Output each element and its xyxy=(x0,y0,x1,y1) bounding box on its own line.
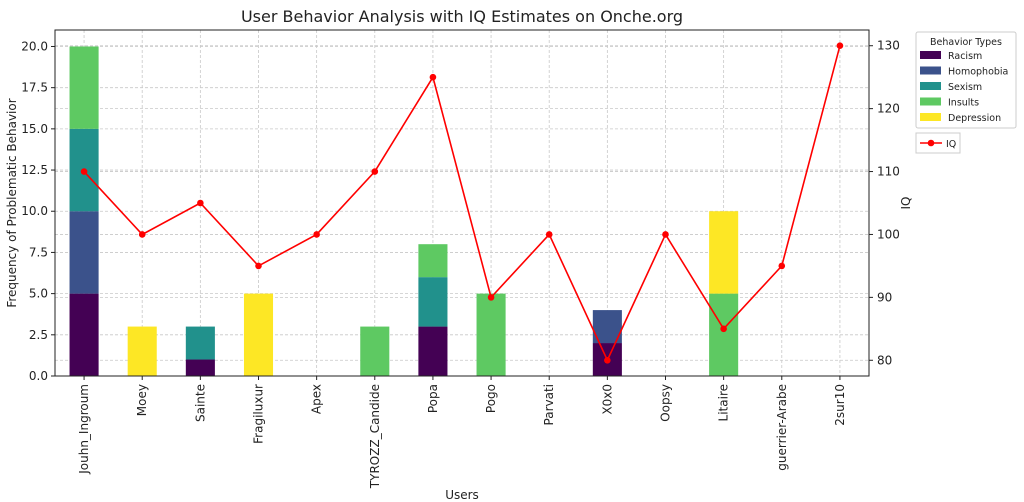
legend-swatch-homophobia xyxy=(920,66,941,75)
iq-point xyxy=(255,262,262,270)
iq-point xyxy=(138,231,146,238)
legend-swatch-racism xyxy=(920,51,941,59)
y-tick-label: 2.5 xyxy=(29,328,48,342)
iq-line-path xyxy=(83,45,841,363)
legend-title: Behavior Types xyxy=(930,37,1002,48)
legend-label: Sexism xyxy=(948,82,982,93)
x-tick-label: TYROZZ_Candide xyxy=(368,384,382,489)
bar-insults xyxy=(709,293,739,376)
y-axis-label: Frequency of Problematic Behavior xyxy=(5,98,19,307)
bar-homophobia xyxy=(69,211,99,294)
bar-racism xyxy=(185,359,215,376)
grid xyxy=(55,30,869,377)
legend-swatch-sexism xyxy=(920,82,941,90)
iq-point xyxy=(778,262,786,270)
legend: Behavior Types Racism Homophobia Sexism Ins… xyxy=(915,31,1017,154)
x-tick-label: Sainte xyxy=(193,384,207,422)
x-tick-label: Litaire xyxy=(717,384,731,421)
legend-label-iq: IQ xyxy=(946,139,956,150)
plot-frame xyxy=(54,29,870,377)
iq-point xyxy=(720,325,727,333)
x-tick-label: X0x0 xyxy=(600,384,614,415)
y-tick-label: 15.0 xyxy=(21,122,48,136)
legend-label: Depression xyxy=(948,113,1001,124)
bar-depression xyxy=(243,293,274,376)
x-tick-label: Oopsy xyxy=(659,384,673,422)
x-tick-label: Pogo xyxy=(484,384,498,413)
legend-label: Homophobia xyxy=(948,67,1008,78)
iq-point xyxy=(429,73,437,81)
y-tick-label: 17.5 xyxy=(21,81,48,95)
x-tick-label: Apex xyxy=(310,384,324,414)
x-tick-label: Moey xyxy=(135,384,149,416)
y2-axis-label: IQ xyxy=(899,197,913,210)
bar-insults xyxy=(476,293,506,376)
y2-tick-label: 120 xyxy=(877,102,900,116)
bar-racism xyxy=(69,293,99,376)
bar-depression xyxy=(709,211,739,294)
bar-insults xyxy=(418,244,448,278)
y2-tick-label: 110 xyxy=(877,165,900,179)
legend-label: Racism xyxy=(948,51,982,62)
chart-title: User Behavior Analysis with IQ Estimates… xyxy=(241,7,683,26)
x-tick-label: Jouhn_Ingroum xyxy=(77,384,91,475)
x-tick-label: guerrier-Arabe xyxy=(775,384,789,471)
bar-insults xyxy=(69,46,99,129)
legend-swatch-depression xyxy=(920,113,941,121)
iq-point xyxy=(371,168,379,175)
y2-tick-label: 130 xyxy=(877,39,900,53)
bar-depression xyxy=(127,326,157,376)
y-tick-label: 0.0 xyxy=(29,369,48,383)
iq-point xyxy=(604,356,611,364)
iq-point xyxy=(662,231,669,238)
iq-point xyxy=(197,199,204,207)
bar-sexism xyxy=(185,326,215,360)
bars xyxy=(69,46,739,376)
y2-tick-label: 90 xyxy=(877,290,892,304)
iq-point xyxy=(836,42,844,50)
iq-line xyxy=(80,42,844,364)
legend-swatch-insults xyxy=(920,97,941,106)
bar-sexism xyxy=(418,277,448,327)
iq-point xyxy=(313,231,320,238)
y-tick-label: 20.0 xyxy=(21,39,48,53)
x-tick-label: Popa xyxy=(426,384,440,413)
iq-point xyxy=(545,231,553,238)
y-tick-label: 10.0 xyxy=(21,204,48,218)
y2-tick-label: 80 xyxy=(877,353,892,367)
x-tick-label: Parvati xyxy=(542,384,556,425)
iq-point xyxy=(80,168,88,175)
legend-label: Insults xyxy=(948,98,979,109)
y2-tick-label: 100 xyxy=(877,227,900,241)
bar-insults xyxy=(360,326,390,376)
bar-racism xyxy=(418,326,448,376)
y-tick-label: 7.5 xyxy=(29,245,48,259)
y-tick-label: 5.0 xyxy=(29,287,48,301)
legend-marker-iq xyxy=(927,139,935,147)
x-tick-label: Fragiluxur xyxy=(252,384,266,444)
x-tick-label: 2sur10 xyxy=(833,384,847,426)
iq-point xyxy=(487,294,495,301)
x-axis-label: Users xyxy=(445,488,479,502)
axes: 0.0 2.5 5.0 7.5 10.0 12.5 15.0 17.5 20.0 80 90 100 1… xyxy=(21,29,900,489)
y-tick-label: 12.5 xyxy=(21,163,48,177)
